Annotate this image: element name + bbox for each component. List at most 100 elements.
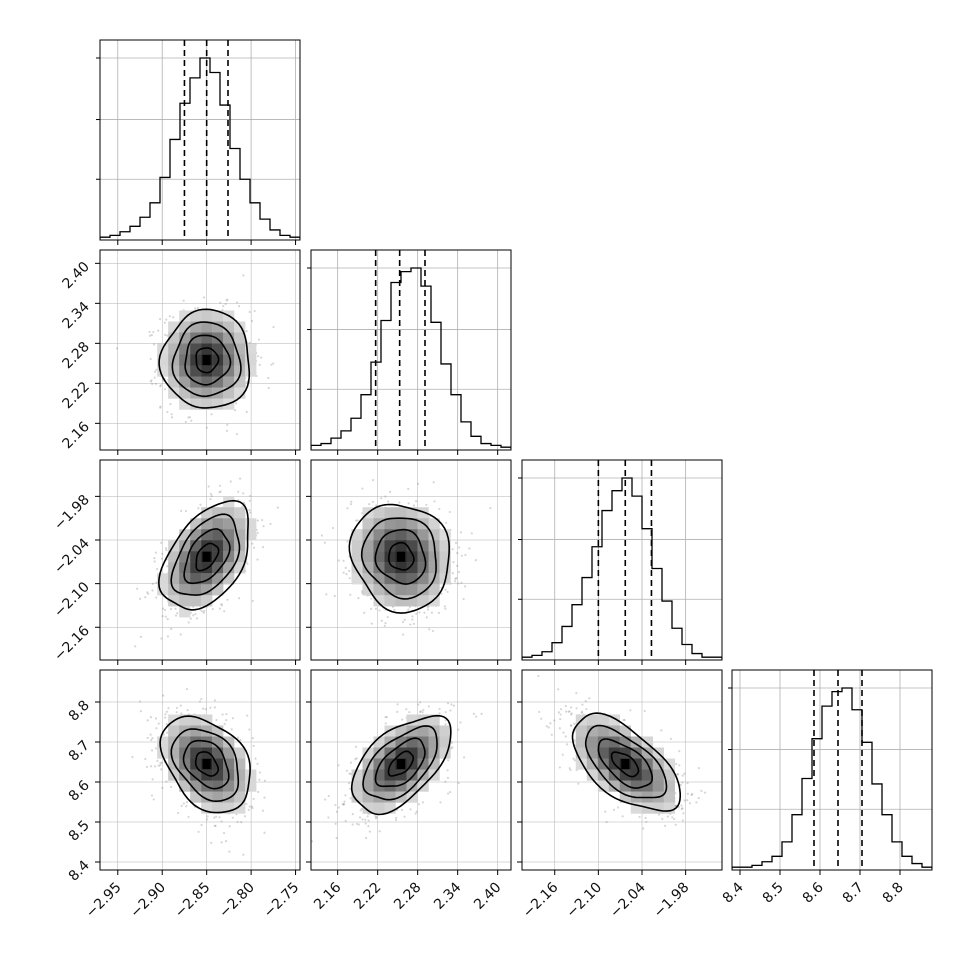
sample-point [218,607,221,610]
sample-point [671,816,674,819]
y-tick-label: −1.98 [51,492,93,534]
sample-point [150,738,153,742]
sample-point [167,707,170,710]
density-cell [212,365,224,377]
sample-point [194,613,197,616]
density-cell [406,529,418,541]
sample-point [446,702,450,705]
density-cell [619,725,631,737]
density-cell [395,507,407,519]
sample-point [664,824,667,827]
sample-point [238,597,241,600]
sample-point [242,274,245,277]
x-tick-label: −2.85 [172,880,214,922]
sample-point [683,772,686,775]
sample-point [680,807,683,811]
density-cell [245,365,257,377]
sample-point [261,518,264,522]
sample-point [344,794,347,797]
density-cell [190,387,202,399]
sample-point [342,559,345,562]
density-cell [395,595,407,607]
density-cell [406,595,418,607]
sample-point [411,618,414,621]
sample-point [349,787,352,790]
sample-point [115,347,119,350]
sample-point [162,733,165,736]
panel-frame [99,459,301,661]
panel-2-2 [518,459,723,665]
sample-point [154,765,157,768]
sample-point [357,597,360,600]
sample-point [549,722,552,725]
density-cell [597,747,609,759]
histogram-step [100,57,300,239]
sample-point [351,823,354,826]
density-cell [234,529,246,541]
sample-point [184,509,188,513]
contour-line [597,738,653,789]
sample-point [155,368,158,371]
density-cell [223,758,235,770]
sample-point [431,629,435,633]
density-cell [439,736,451,748]
sample-point [245,381,248,384]
sample-point [622,718,625,722]
sample-point [697,767,701,770]
sample-point [150,794,154,797]
density-cell [179,398,191,410]
density-cell [439,529,451,541]
sample-point [151,778,154,781]
density-cell [362,780,374,792]
density-cell [597,780,609,792]
sample-point [456,551,459,555]
sample-point [174,614,178,617]
density-cell [417,584,429,596]
density-cell [190,595,202,607]
sample-point [230,728,233,731]
sample-point [345,573,348,576]
sample-point [144,596,147,599]
sample-point [425,616,428,619]
sample-point [400,808,404,812]
density-cell [245,780,257,792]
density-cell [168,747,180,759]
sample-point [209,706,212,709]
sample-point [418,611,421,614]
sample-point [470,532,473,535]
y-tick-label: 8.6 [66,777,93,804]
density-cell [439,551,451,563]
density-cell [179,387,191,399]
density-cell [362,584,374,596]
sample-point [145,765,149,769]
density-cells [351,507,451,607]
sample-point [157,329,160,332]
density-cell [362,791,374,803]
sample-point [403,618,406,621]
sample-point [350,500,353,503]
sample-point [169,403,172,406]
sample-point [584,699,587,703]
sample-point [164,615,167,618]
density-cell [362,540,374,552]
density-cell [428,747,440,759]
density-cell [201,321,213,333]
density-cell [663,802,675,814]
density-cell [406,747,418,759]
sample-point [351,813,354,816]
sample-point [444,607,447,610]
sample-point [251,737,254,740]
density-cell [373,573,385,585]
sample-point [367,819,370,822]
sample-point [235,301,239,304]
density-cell [190,398,202,410]
sample-point [226,298,229,301]
panel-frame [521,459,723,661]
sample-point [320,534,323,537]
sample-point [676,773,680,776]
sample-point [537,674,540,678]
y-tick-label: −2.04 [51,535,93,577]
panel-frame [521,669,723,871]
sample-point [364,822,367,825]
density-cell [619,747,631,759]
